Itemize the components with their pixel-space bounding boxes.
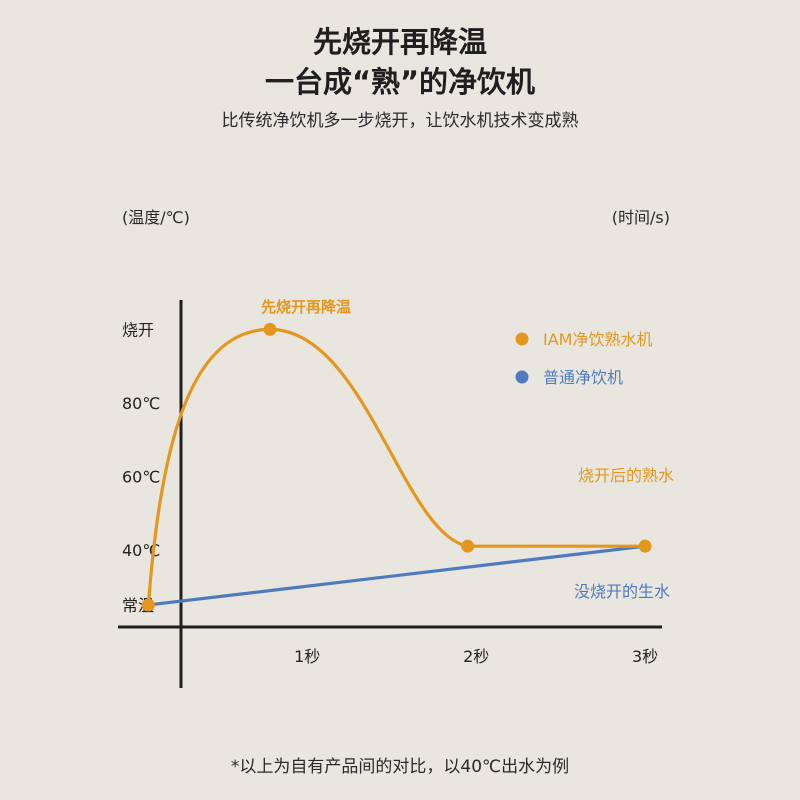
- footnote: *以上为自有产品间的对比，以40℃出水为例: [231, 757, 569, 777]
- y-tick-label: 40℃: [122, 541, 160, 560]
- page-title-line2: 一台成“熟”的净饮机: [265, 65, 535, 99]
- x-tick-label: 2秒: [463, 647, 489, 666]
- data-point-iam: [263, 322, 277, 336]
- legend-label-normal: 普通净饮机: [543, 368, 623, 387]
- data-point-iam: [141, 598, 155, 612]
- annotation-peak: 先烧开再降温: [261, 298, 351, 316]
- legend-marker-normal: [515, 370, 529, 384]
- data-point-iam: [461, 539, 475, 553]
- y-tick-label: 60℃: [122, 467, 160, 486]
- page-title-line1: 先烧开再降温: [313, 25, 487, 59]
- x-axis-label: (时间/s): [612, 208, 670, 227]
- annotation-raw-water: 没烧开的生水: [574, 582, 670, 601]
- legend-label-iam: IAM净饮熟水机: [543, 330, 652, 349]
- data-point-iam: [638, 539, 652, 553]
- x-tick-label: 3秒: [632, 647, 658, 666]
- page-subtitle: 比传统净饮机多一步烧开，让饮水机技术变成熟: [222, 110, 579, 131]
- annotation-boiled-water: 烧开后的熟水: [578, 466, 674, 485]
- y-tick-label: 烧开: [122, 320, 154, 339]
- y-tick-label: 80℃: [122, 394, 160, 413]
- legend-marker-iam: [515, 332, 529, 346]
- x-tick-label: 1秒: [294, 647, 320, 666]
- series-line-normal: [146, 544, 647, 607]
- y-axis-label: (温度/℃): [122, 208, 190, 227]
